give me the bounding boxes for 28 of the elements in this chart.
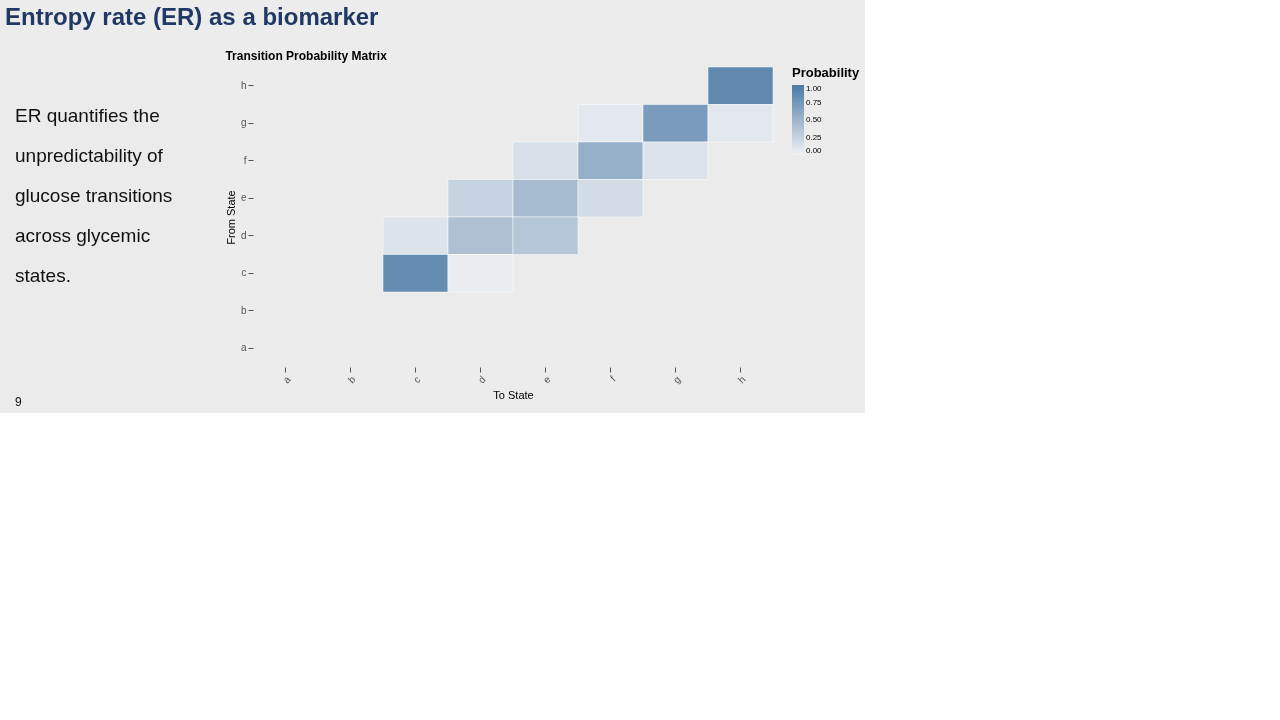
y-tick-label: g bbox=[240, 117, 247, 129]
color-bar-label: 0.75 bbox=[806, 97, 823, 107]
color-bar-label: 0.00 bbox=[806, 146, 823, 155]
x-tick-label: f bbox=[607, 373, 618, 384]
y-tick-label: f bbox=[243, 154, 247, 166]
x-tick-label: b bbox=[345, 373, 358, 386]
y-axis-title: From State bbox=[224, 190, 237, 245]
chart-subtitle: Transition Probability Matrix bbox=[225, 48, 388, 63]
color-bar-label: 1.00 bbox=[806, 84, 823, 93]
color-bar-label: 0.50 bbox=[806, 115, 823, 124]
x-tick-label: e bbox=[540, 373, 553, 386]
y-tick-label: c bbox=[241, 267, 247, 279]
chart-title: Entropy rate (ER) as a biomarker bbox=[5, 2, 379, 30]
x-tick-label: c bbox=[411, 373, 423, 386]
x-axis-title: To State bbox=[493, 388, 534, 401]
color-bar-label: 0.25 bbox=[806, 132, 823, 142]
y-tick-label: h bbox=[240, 79, 247, 91]
text: ER quantifies the unpredictability of glucose transitions across glycemic states. bbox=[15, 105, 173, 286]
x-tick-label: d bbox=[475, 373, 488, 386]
y-tick-label: d bbox=[240, 229, 247, 241]
x-tick-label: a bbox=[280, 373, 293, 386]
legend-title: Probability bbox=[792, 65, 860, 80]
y-tick-label: b bbox=[240, 304, 247, 316]
y-tick-label: a bbox=[240, 342, 247, 354]
x-tick-label: h bbox=[735, 373, 748, 386]
y-tick-label: e bbox=[240, 192, 247, 204]
x-tick-label: g bbox=[670, 373, 683, 386]
text: 9 bbox=[15, 395, 22, 409]
